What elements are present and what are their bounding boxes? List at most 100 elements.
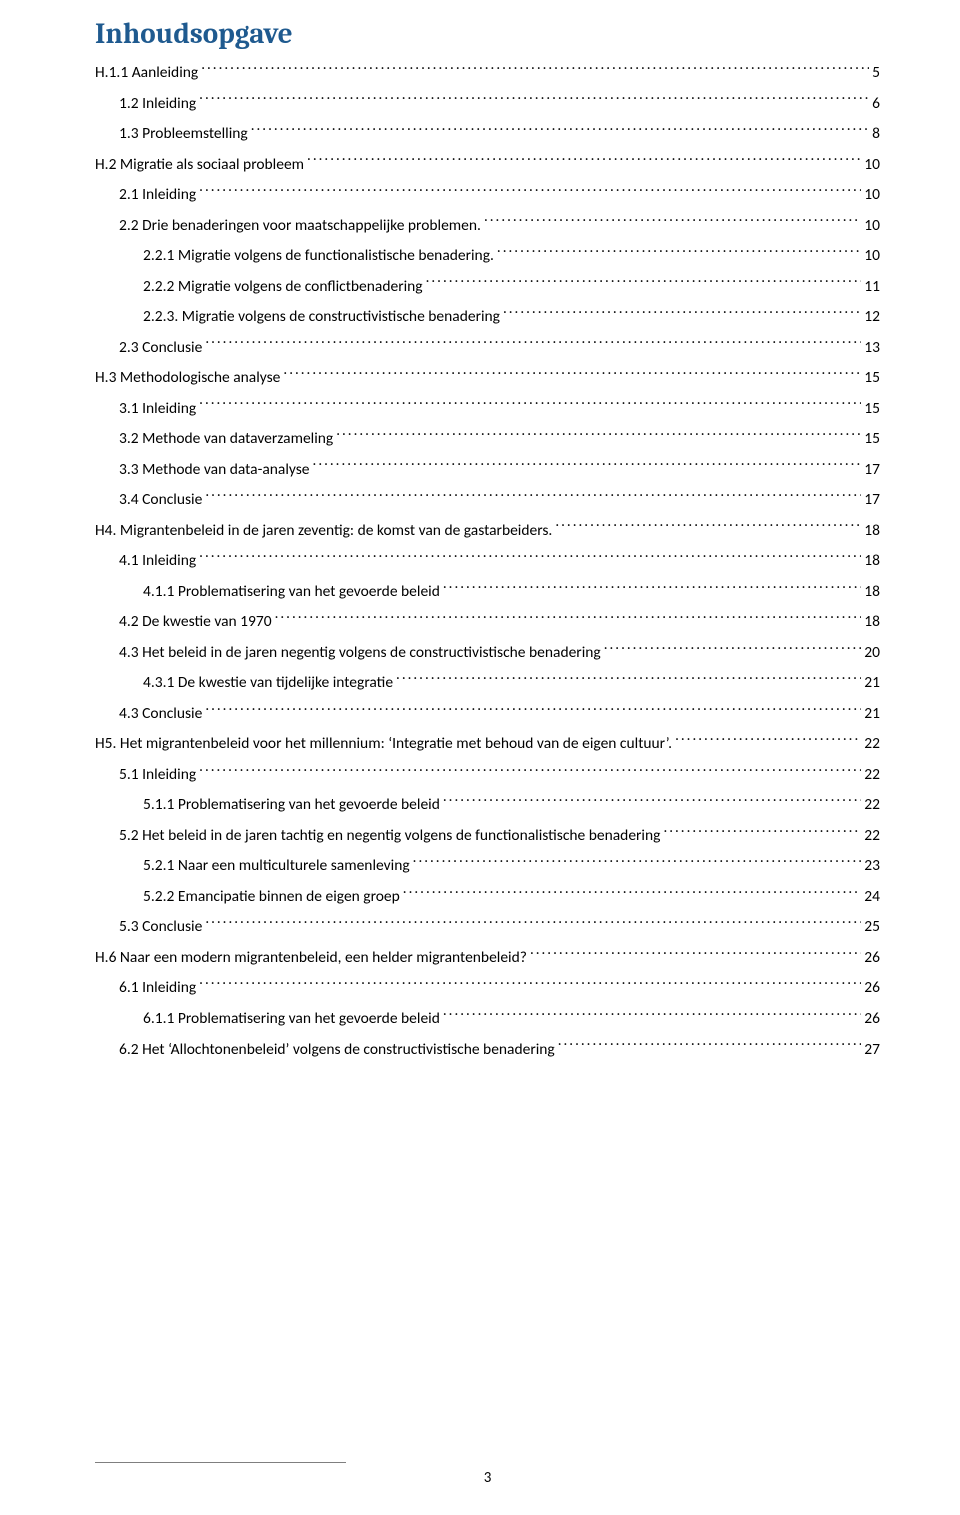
toc-leader-dots (336, 428, 861, 444)
toc-entry-page: 22 (864, 824, 880, 848)
toc-entry-label: 3.3 Methode van data-analyse (119, 458, 310, 482)
toc-entry-label: H.6 Naar een modern migrantenbeleid, een… (95, 946, 527, 970)
toc-entry-page: 26 (864, 946, 880, 970)
toc-leader-dots (199, 184, 861, 200)
page: Inhoudsopgave H.1.1 Aanleiding51.2 Inlei… (0, 0, 960, 1515)
toc-entry[interactable]: 5.1.1 Problematisering van het gevoerde … (95, 793, 880, 817)
toc-entry[interactable]: 6.1 Inleiding 26 (95, 976, 880, 1000)
toc-entry-label: 4.2 De kwestie van 1970 (119, 610, 272, 634)
toc-entry-page: 8 (872, 122, 880, 146)
toc-entry-page: 5 (872, 61, 880, 85)
toc-leader-dots (199, 977, 861, 993)
toc-entry[interactable]: 2.2.1 Migratie volgens de functionalisti… (95, 244, 880, 268)
toc-entry[interactable]: H.6 Naar een modern migrantenbeleid, een… (95, 946, 880, 970)
toc-entry[interactable]: 4.2 De kwestie van 1970 18 (95, 610, 880, 634)
toc-entry[interactable]: 5.1 Inleiding22 (95, 763, 880, 787)
page-number: 3 (484, 1469, 492, 1487)
toc-entry[interactable]: 1.2 Inleiding6 (95, 92, 880, 116)
toc-entry-page: 26 (864, 1007, 880, 1031)
toc-leader-dots (604, 641, 862, 657)
toc-entry-page: 26 (864, 976, 880, 1000)
toc-entry-label: 6.1.1 Problematisering van het gevoerde … (143, 1007, 440, 1031)
page-footer: 3 (95, 1462, 880, 1487)
toc-entry[interactable]: 2.2 Drie benaderingen voor maatschappeli… (95, 214, 880, 238)
toc-entry[interactable]: 4.3 Conclusie 21 (95, 702, 880, 726)
toc-entry[interactable]: H.1.1 Aanleiding 5 (95, 61, 880, 85)
toc-leader-dots (497, 245, 861, 261)
toc-entry-page: 15 (864, 427, 880, 451)
toc-entry-label: 3.1 Inleiding (119, 397, 196, 421)
toc-leader-dots (530, 946, 861, 962)
toc-entry[interactable]: 2.2.3. Migratie volgens de constructivis… (95, 305, 880, 329)
toc-entry-label: H4. Migrantenbeleid in de jaren zeventig… (95, 519, 552, 543)
toc-entry-label: 4.3 Het beleid in de jaren negentig volg… (119, 641, 601, 665)
toc-entry[interactable]: 3.4 Conclusie17 (95, 488, 880, 512)
toc-entry-page: 10 (864, 244, 880, 268)
toc-entry-label: 2.2.1 Migratie volgens de functionalisti… (143, 244, 494, 268)
toc-entry[interactable]: 5.2 Het beleid in de jaren tachtig en ne… (95, 824, 880, 848)
toc-leader-dots (403, 885, 861, 901)
toc-entry-label: 4.1 Inleiding (119, 549, 196, 573)
toc-entry[interactable]: 6.2 Het ‘Allochtonenbeleid’ volgens de c… (95, 1038, 880, 1062)
toc-entry-page: 20 (864, 641, 880, 665)
toc-leader-dots (205, 916, 861, 932)
toc-entry-label: 2.2.3. Migratie volgens de constructivis… (143, 305, 500, 329)
toc-entry-page: 10 (864, 153, 880, 177)
toc-entry-label: 3.2 Methode van dataverzameling (119, 427, 333, 451)
toc-entry[interactable]: H5. Het migrantenbeleid voor het millenn… (95, 732, 880, 756)
toc-entry[interactable]: 2.2.2 Migratie volgens de conflictbenade… (95, 275, 880, 299)
toc-entry-page: 13 (864, 336, 880, 360)
toc-leader-dots (307, 153, 861, 169)
toc-entry[interactable]: H4. Migrantenbeleid in de jaren zeventig… (95, 519, 880, 543)
toc-entry-page: 21 (864, 671, 880, 695)
toc-entry-label: H5. Het migrantenbeleid voor het millenn… (95, 732, 672, 756)
toc-entry[interactable]: 1.3 Probleemstelling 8 (95, 122, 880, 146)
toc-leader-dots (283, 367, 861, 383)
toc-leader-dots (199, 397, 861, 413)
toc-entry[interactable]: 4.3.1 De kwestie van tijdelijke integrat… (95, 671, 880, 695)
toc-entry-page: 18 (864, 610, 880, 634)
toc-entry-label: 5.2.2 Emancipatie binnen de eigen groep (143, 885, 400, 909)
toc-leader-dots (396, 672, 861, 688)
toc-entry-label: 2.2.2 Migratie volgens de conflictbenade… (143, 275, 423, 299)
toc-entry[interactable]: 3.1 Inleiding15 (95, 397, 880, 421)
toc-entry[interactable]: 2.1 Inleiding10 (95, 183, 880, 207)
toc-entry[interactable]: 6.1.1 Problematisering van het gevoerde … (95, 1007, 880, 1031)
toc-entry-page: 22 (864, 732, 880, 756)
toc-entry-page: 10 (864, 183, 880, 207)
toc-entry-page: 18 (864, 549, 880, 573)
toc-entry-page: 17 (864, 488, 880, 512)
toc-entry[interactable]: 5.2.2 Emancipatie binnen de eigen groep 2… (95, 885, 880, 909)
toc-entry-page: 18 (864, 519, 880, 543)
toc-list: H.1.1 Aanleiding 5 1.2 Inleiding6 1.3 Probl… (95, 61, 880, 1062)
toc-entry-label: H.1.1 Aanleiding (95, 61, 198, 85)
toc-entry-label: 5.1.1 Problematisering van het gevoerde … (143, 793, 440, 817)
toc-leader-dots (275, 611, 862, 627)
toc-entry[interactable]: 3.2 Methode van dataverzameling 15 (95, 427, 880, 451)
toc-leader-dots (201, 62, 869, 78)
toc-entry-label: 4.3 Conclusie (119, 702, 202, 726)
toc-entry-label: 5.1 Inleiding (119, 763, 196, 787)
toc-leader-dots (205, 489, 861, 505)
toc-entry[interactable]: 5.2.1 Naar een multiculturele samenlevin… (95, 854, 880, 878)
toc-entry[interactable]: 3.3 Methode van data-analyse17 (95, 458, 880, 482)
toc-entry[interactable]: 4.1.1 Problematisering van het gevoerde … (95, 580, 880, 604)
toc-entry[interactable]: 5.3 Conclusie25 (95, 915, 880, 939)
toc-entry-label: 6.1 Inleiding (119, 976, 196, 1000)
toc-entry[interactable]: H.3 Methodologische analyse15 (95, 366, 880, 390)
toc-entry-page: 11 (864, 275, 880, 299)
toc-leader-dots (503, 306, 861, 322)
toc-entry[interactable]: 2.3 Conclusie13 (95, 336, 880, 360)
toc-entry-label: 5.2 Het beleid in de jaren tachtig en ne… (119, 824, 660, 848)
toc-entry-label: H.2 Migratie als sociaal probleem (95, 153, 304, 177)
toc-leader-dots (443, 580, 861, 596)
toc-entry-page: 21 (864, 702, 880, 726)
toc-entry-page: 24 (864, 885, 880, 909)
toc-entry-page: 18 (864, 580, 880, 604)
toc-leader-dots (663, 824, 861, 840)
toc-entry-label: 1.3 Probleemstelling (119, 122, 248, 146)
toc-entry[interactable]: 4.1 Inleiding 18 (95, 549, 880, 573)
toc-entry[interactable]: 4.3 Het beleid in de jaren negentig volg… (95, 641, 880, 665)
toc-entry-page: 10 (864, 214, 880, 238)
toc-entry[interactable]: H.2 Migratie als sociaal probleem 10 (95, 153, 880, 177)
